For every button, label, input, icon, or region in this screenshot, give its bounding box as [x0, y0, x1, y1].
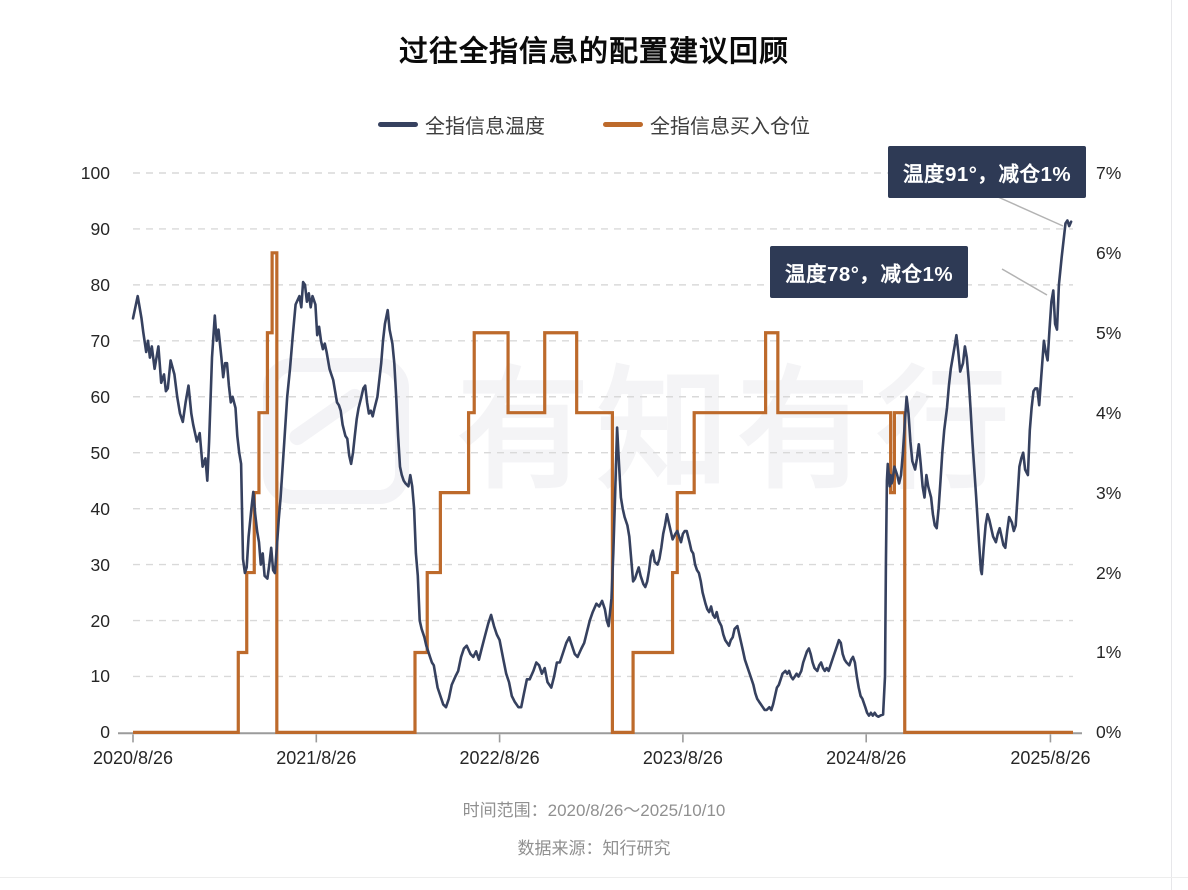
legend-item-position[interactable]: 全指信息买入仓位	[603, 110, 810, 139]
legend-label-temperature: 全指信息温度	[425, 116, 545, 138]
legend-label-position: 全指信息买入仓位	[650, 116, 810, 138]
chart-title: 过往全指信息的配置建议回顾	[398, 36, 789, 68]
bottom-divider	[0, 877, 1188, 878]
temperature-line-swatch-icon	[378, 122, 418, 127]
watermark: 有知有行	[263, 358, 1017, 504]
position-line-swatch-icon	[603, 122, 643, 127]
footer-time-range: 时间范围：2020/8/26～2025/10/10	[462, 801, 726, 820]
right-divider	[1171, 0, 1172, 890]
legend: 全指信息温度 全指信息买入仓位	[0, 110, 1188, 139]
position-step-line	[133, 251, 1073, 734]
watermark-text: 有知有行	[457, 357, 1017, 504]
footer-data-source: 数据来源：知行研究	[517, 839, 671, 858]
annotation-temp-78: 温度78°，减仓1%	[770, 246, 969, 298]
annotation-temp-91: 温度91°，减仓1%	[888, 146, 1087, 198]
temperature-line	[131, 219, 1073, 718]
annotation-leader-line	[1001, 268, 1048, 296]
annotation-leader-line	[988, 192, 1064, 227]
legend-item-temperature[interactable]: 全指信息温度	[378, 110, 545, 139]
